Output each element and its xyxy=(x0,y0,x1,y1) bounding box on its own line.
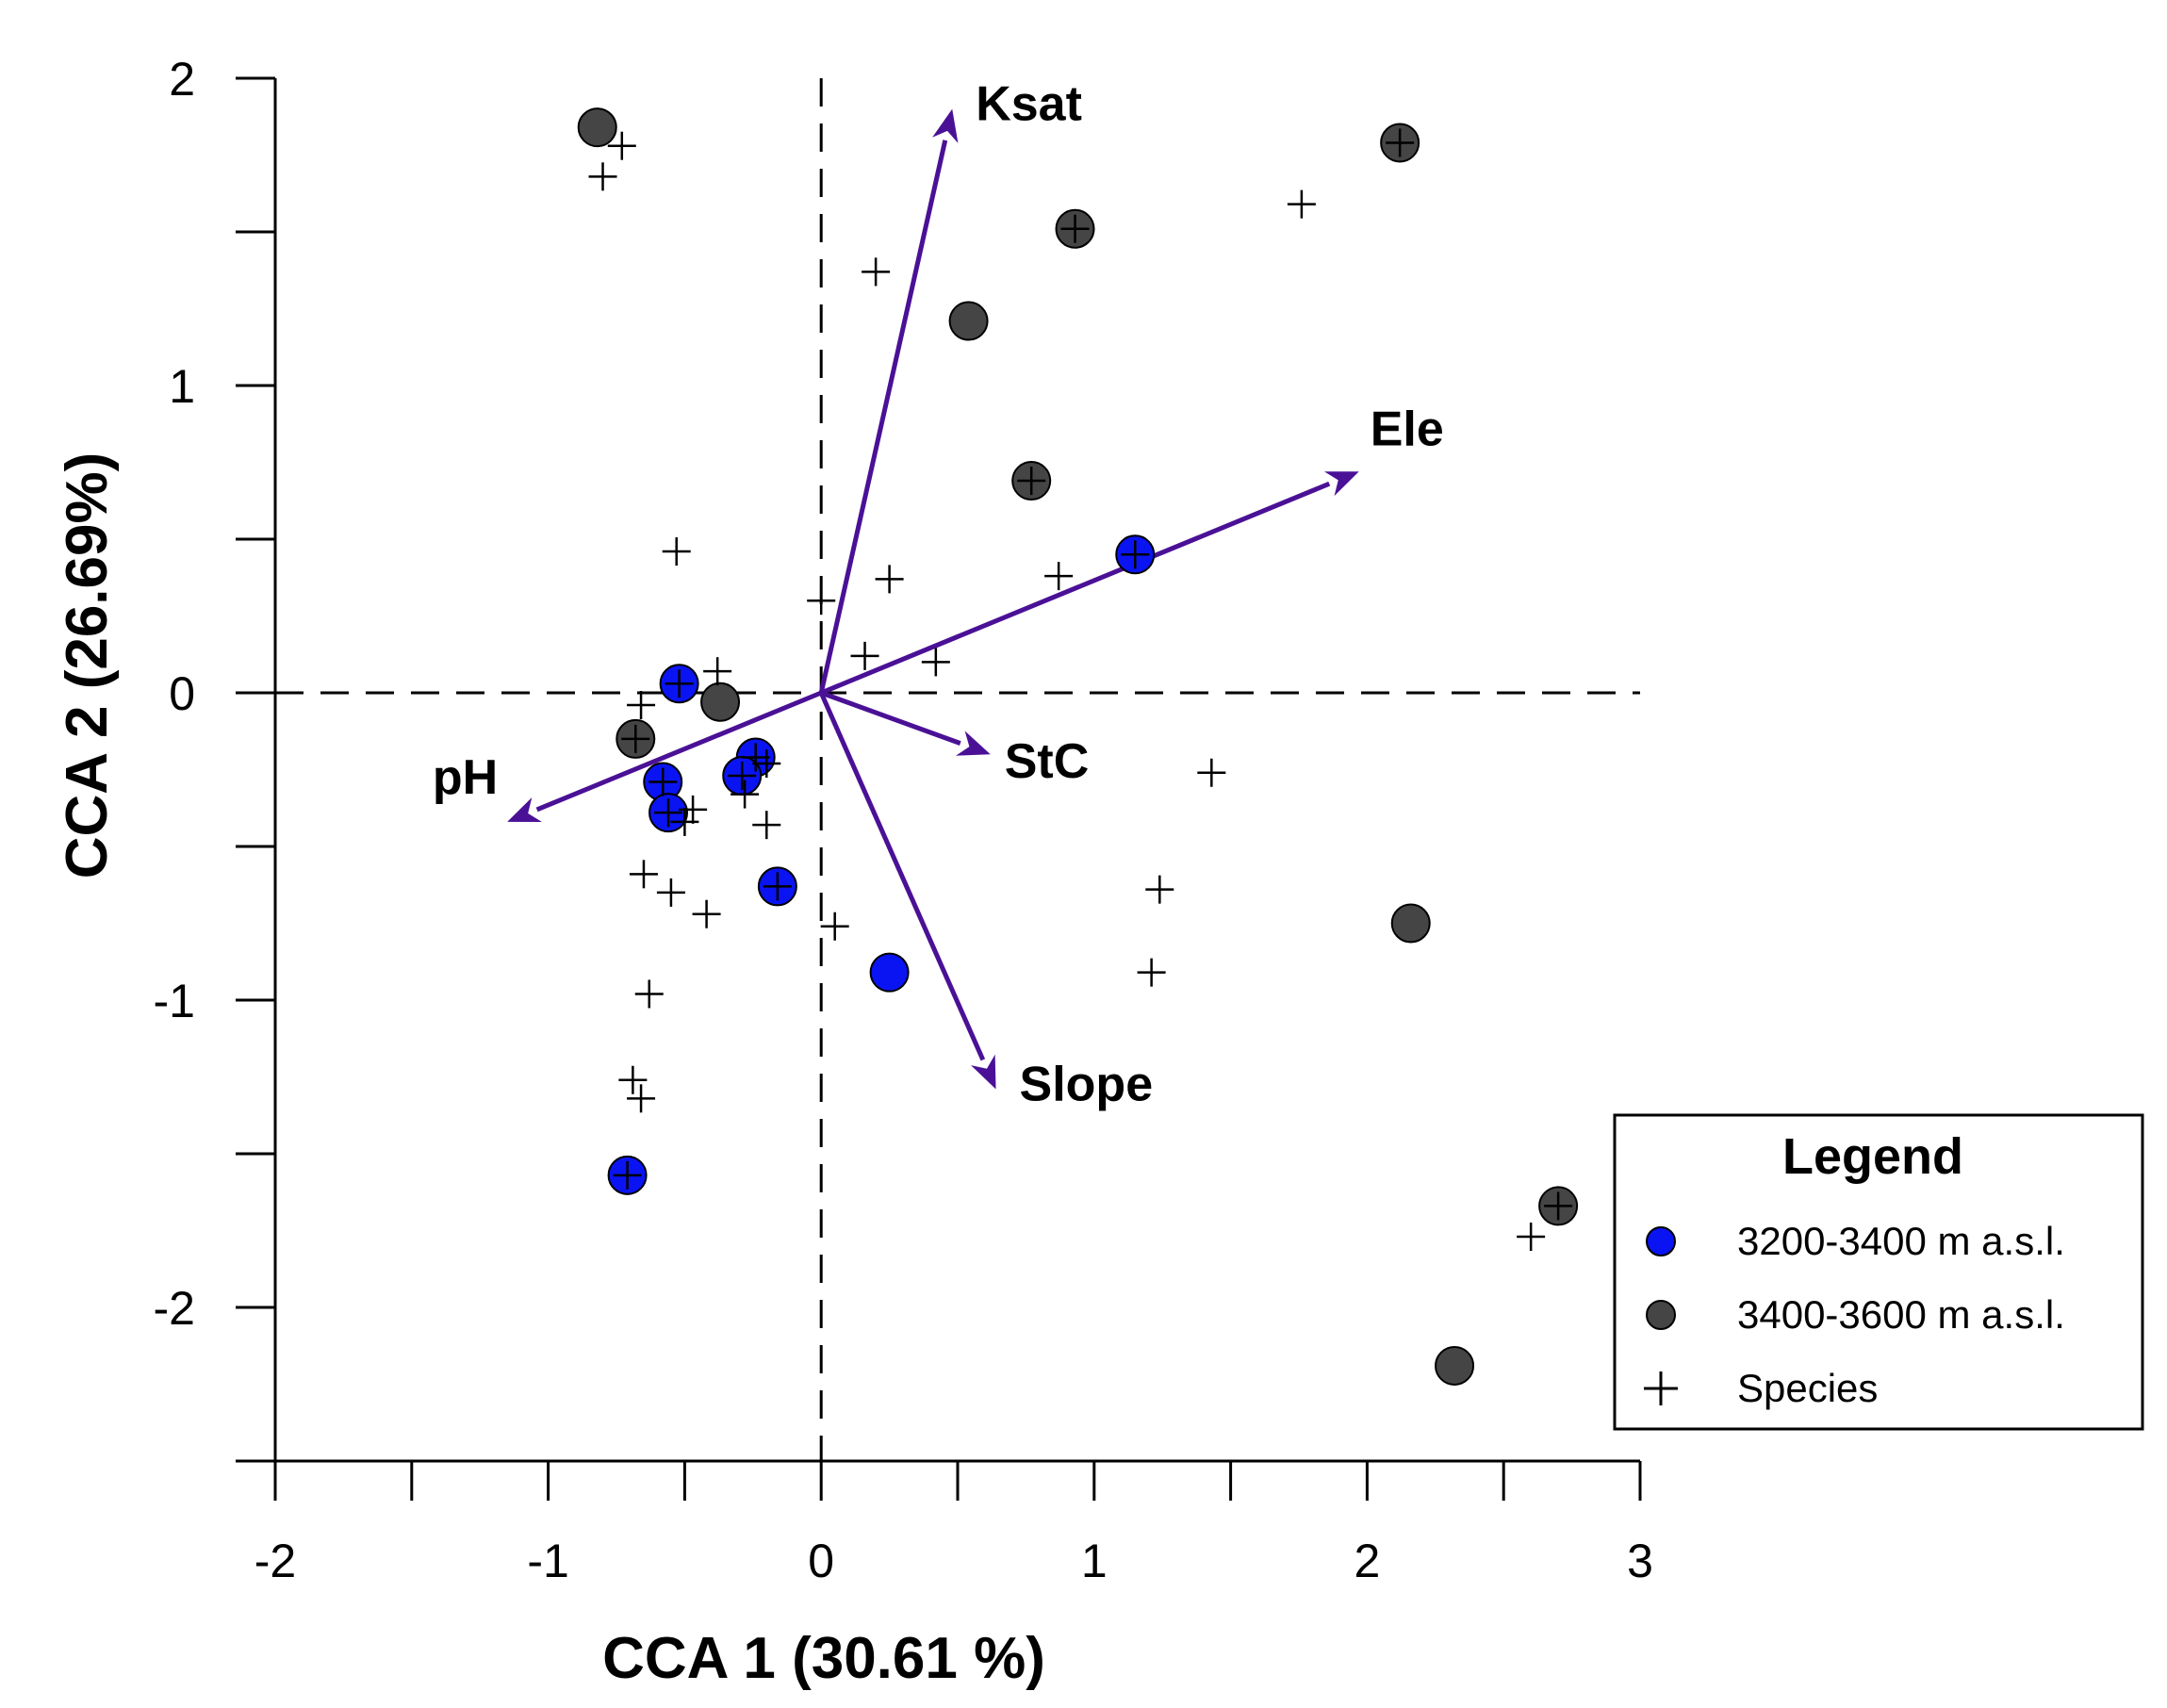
arrow-ele xyxy=(820,481,1331,696)
x-axis-title: CCA 1 (30.61 %) xyxy=(602,1626,1045,1691)
species-point xyxy=(607,131,636,160)
species-point xyxy=(1517,1223,1546,1252)
x-tick-label: -2 xyxy=(254,1535,296,1587)
species-point xyxy=(627,691,656,720)
x-tick-label: 2 xyxy=(1354,1535,1380,1587)
species-point xyxy=(648,767,678,797)
species-point xyxy=(752,748,781,778)
species-point xyxy=(679,795,708,824)
species-point xyxy=(1044,562,1074,591)
species-point xyxy=(656,878,685,907)
arrowhead-stc xyxy=(956,731,991,756)
arrow-slope xyxy=(818,691,986,1061)
legend-label-low: 3200-3400 m a.s.l. xyxy=(1737,1219,2065,1263)
site-point-high xyxy=(1435,1345,1475,1386)
species-point xyxy=(662,537,691,567)
species-point xyxy=(875,565,904,594)
legend-label-species: Species xyxy=(1737,1366,1878,1410)
arrow-ksat xyxy=(818,140,948,694)
legend: Legend 3200-3400 m a.s.l. 3400-3600 m a.… xyxy=(1613,1113,2144,1431)
species-point xyxy=(1060,214,1090,243)
y-tick-label: 2 xyxy=(169,53,195,106)
y-tick-label: 0 xyxy=(169,667,195,720)
species-point xyxy=(807,586,836,616)
vector-label-ele: Ele xyxy=(1371,402,1444,456)
species-point xyxy=(731,780,760,809)
y-tick-label: -1 xyxy=(154,975,195,1027)
vector-label-ph: pH xyxy=(433,750,498,805)
axes: -2 -1 0 1 2 3 2 1 0 -1 -2 xyxy=(154,53,1653,1587)
species-point xyxy=(850,641,879,670)
species-point xyxy=(1544,1191,1573,1221)
x-tick-label: -1 xyxy=(527,1535,568,1587)
x-tick-label: 0 xyxy=(808,1535,834,1587)
species-point xyxy=(692,899,721,928)
site-point-high xyxy=(1390,903,1431,944)
species-point xyxy=(665,669,694,698)
legend-label-high: 3400-3600 m a.s.l. xyxy=(1737,1292,2065,1337)
species-point xyxy=(1017,467,1046,496)
species-point xyxy=(862,257,891,287)
arrowhead-slope xyxy=(971,1054,996,1090)
species-point xyxy=(618,1065,648,1094)
species-point xyxy=(1145,875,1174,904)
species-point xyxy=(588,162,617,191)
species-point xyxy=(921,648,950,677)
species-point xyxy=(634,979,664,1009)
species-point xyxy=(703,657,732,686)
y-axis-title: CCA 2 (26.69%) xyxy=(55,452,120,879)
legend-box xyxy=(1613,1113,2144,1431)
y-tick-label: 1 xyxy=(169,360,195,413)
species-point xyxy=(1137,958,1166,987)
vector-label-stc: StC xyxy=(1005,734,1090,789)
species-point xyxy=(670,807,699,836)
legend-marker-low-icon xyxy=(1646,1226,1676,1256)
legend-marker-species-icon xyxy=(1644,1371,1678,1405)
site-point-high xyxy=(577,107,617,148)
species-point xyxy=(1287,189,1316,219)
site-point-high xyxy=(948,301,989,341)
species-point xyxy=(728,762,757,791)
species-point xyxy=(752,811,781,840)
species-point xyxy=(1121,540,1150,569)
species-point xyxy=(820,911,849,941)
site-point-high xyxy=(700,682,741,722)
species-point xyxy=(741,743,770,772)
species-point xyxy=(627,1084,656,1113)
arrow-stc xyxy=(820,690,961,746)
x-tick-label: 1 xyxy=(1081,1535,1108,1587)
arrowhead-ksat xyxy=(932,108,959,143)
reference-lines xyxy=(275,78,1640,1461)
arrow-ph xyxy=(535,690,823,813)
environmental-vectors xyxy=(507,108,1359,1090)
legend-title: Legend xyxy=(1782,1128,1963,1185)
species-point xyxy=(1386,128,1415,157)
species-point xyxy=(763,872,792,901)
site-point-low xyxy=(869,952,910,993)
species-point xyxy=(621,724,650,753)
vector-label-ksat: Ksat xyxy=(976,77,1082,132)
vector-labels: Ksat Ele StC Slope pH xyxy=(433,77,1444,1112)
legend-marker-high-icon xyxy=(1646,1300,1676,1330)
arrowhead-ele xyxy=(1323,471,1359,497)
x-tick-label: 3 xyxy=(1627,1535,1653,1587)
vector-label-slope: Slope xyxy=(1020,1058,1154,1112)
plot-points xyxy=(577,107,1579,1386)
species-point xyxy=(629,860,658,889)
arrowhead-ph xyxy=(507,797,542,822)
species-point xyxy=(613,1160,642,1190)
species-point xyxy=(654,798,683,828)
y-tick-label: -2 xyxy=(154,1282,195,1335)
species-point xyxy=(1197,758,1226,787)
